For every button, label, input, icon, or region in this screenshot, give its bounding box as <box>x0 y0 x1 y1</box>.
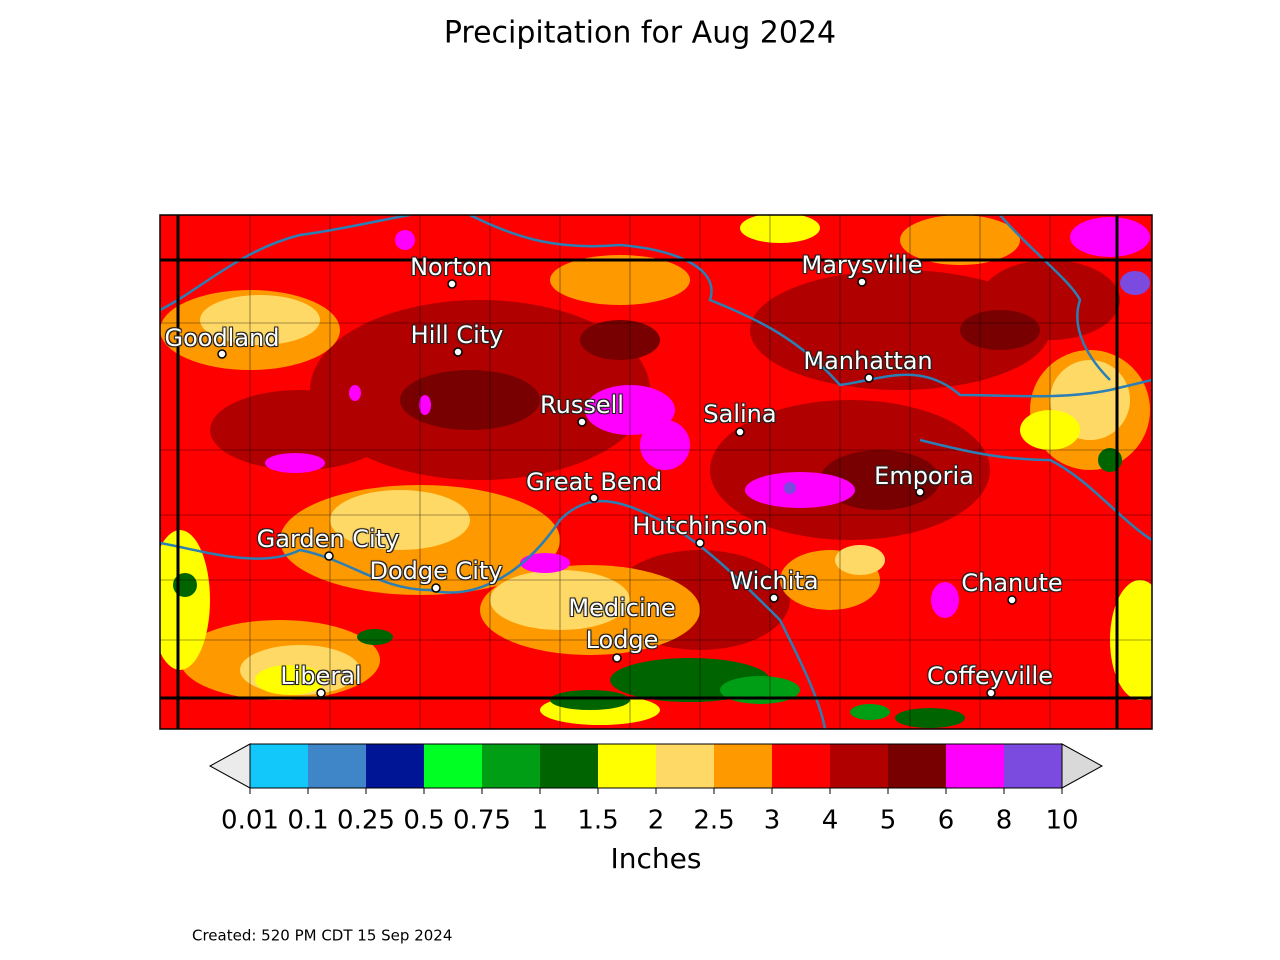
colorbar-tick-label: 1 <box>532 806 549 836</box>
city-dot <box>986 688 996 698</box>
colorbar-segment <box>424 744 482 788</box>
city-dot <box>316 688 326 698</box>
colorbar-tick-label: 2.5 <box>693 806 734 836</box>
colorbar-segment <box>656 744 714 788</box>
city-dot <box>769 593 779 603</box>
city-label: Liberal <box>280 662 362 690</box>
city-label: Marysville <box>801 251 923 279</box>
city-label: Emporia <box>874 462 974 490</box>
colorbar-segment <box>830 744 888 788</box>
city-label: Hill City <box>410 321 504 349</box>
colorbar-tick-label: 4 <box>822 806 839 836</box>
city-label: Salina <box>703 400 777 428</box>
city-dot <box>735 427 745 437</box>
map-frame <box>159 214 1153 730</box>
city-dot <box>589 493 599 503</box>
city-dot <box>217 349 227 359</box>
city-dot <box>324 551 334 561</box>
city-dot <box>1007 595 1017 605</box>
colorbar-tick-label: 3 <box>764 806 781 836</box>
city-dot <box>864 373 874 383</box>
city-dot <box>857 277 867 287</box>
colorbar-tick-label: 1.5 <box>577 806 618 836</box>
colorbar-label: Inches <box>611 842 702 875</box>
map-title: Precipitation for Aug 2024 <box>444 16 836 51</box>
city-label: Chanute <box>961 569 1063 597</box>
city-dot <box>612 653 622 663</box>
city-label: Manhattan <box>803 347 933 375</box>
colorbar-tick-label: 6 <box>938 806 955 836</box>
city-dot <box>447 279 457 289</box>
city-label: Dodge City <box>369 557 503 585</box>
city-dot <box>577 417 587 427</box>
colorbar-tick-label: 0.01 <box>221 806 279 836</box>
colorbar-segment <box>366 744 424 788</box>
city-label: Wichita <box>729 567 819 595</box>
colorbar-segment <box>482 744 540 788</box>
colorbar-segment <box>1004 744 1062 788</box>
colorbar-tick-label: 5 <box>880 806 897 836</box>
colorbar-segment <box>888 744 946 788</box>
city-label: Russell <box>540 391 624 419</box>
city-dot <box>915 487 925 497</box>
colorbar-tick-label: 8 <box>996 806 1013 836</box>
colorbar-over <box>1061 743 1104 789</box>
city-label: Hutchinson <box>632 512 768 540</box>
colorbar-tick-label: 0.1 <box>287 806 328 836</box>
colorbar-tick-label: 2 <box>648 806 665 836</box>
city-dot <box>453 347 463 357</box>
colorbar-segment <box>772 744 830 788</box>
colorbar-tick-label: 10 <box>1045 806 1078 836</box>
city-label: Medicine Lodge <box>568 594 676 654</box>
city-label: Norton <box>410 253 492 281</box>
colorbar-tick-label: 0.25 <box>337 806 395 836</box>
colorbar-tick-label: 0.5 <box>403 806 444 836</box>
state-border <box>160 215 1152 729</box>
colorbar-under <box>208 743 251 789</box>
colorbar-segment <box>598 744 656 788</box>
colorbar: 0.01 0.1 0.25 0.5 0.75 1 1.5 2 2.5 3 4 5 6 8 10 <box>208 743 1104 836</box>
city-label: Goodland <box>164 324 280 352</box>
city-label: Coffeyville <box>927 662 1053 690</box>
colorbar-segment <box>308 744 366 788</box>
created-note: Created: 520 PM CDT 15 Sep 2024 <box>192 927 452 945</box>
colorbar-segment <box>250 744 308 788</box>
city-dot <box>695 538 705 548</box>
colorbar-segment <box>946 744 1004 788</box>
precip-field <box>160 215 1152 729</box>
colorbar-segment <box>540 744 598 788</box>
city-label: Great Bend <box>525 468 663 496</box>
city-label: Garden City <box>256 525 400 553</box>
city-dot <box>431 583 441 593</box>
colorbar-segment <box>714 744 772 788</box>
colorbar-tick-label: 0.75 <box>453 806 511 836</box>
